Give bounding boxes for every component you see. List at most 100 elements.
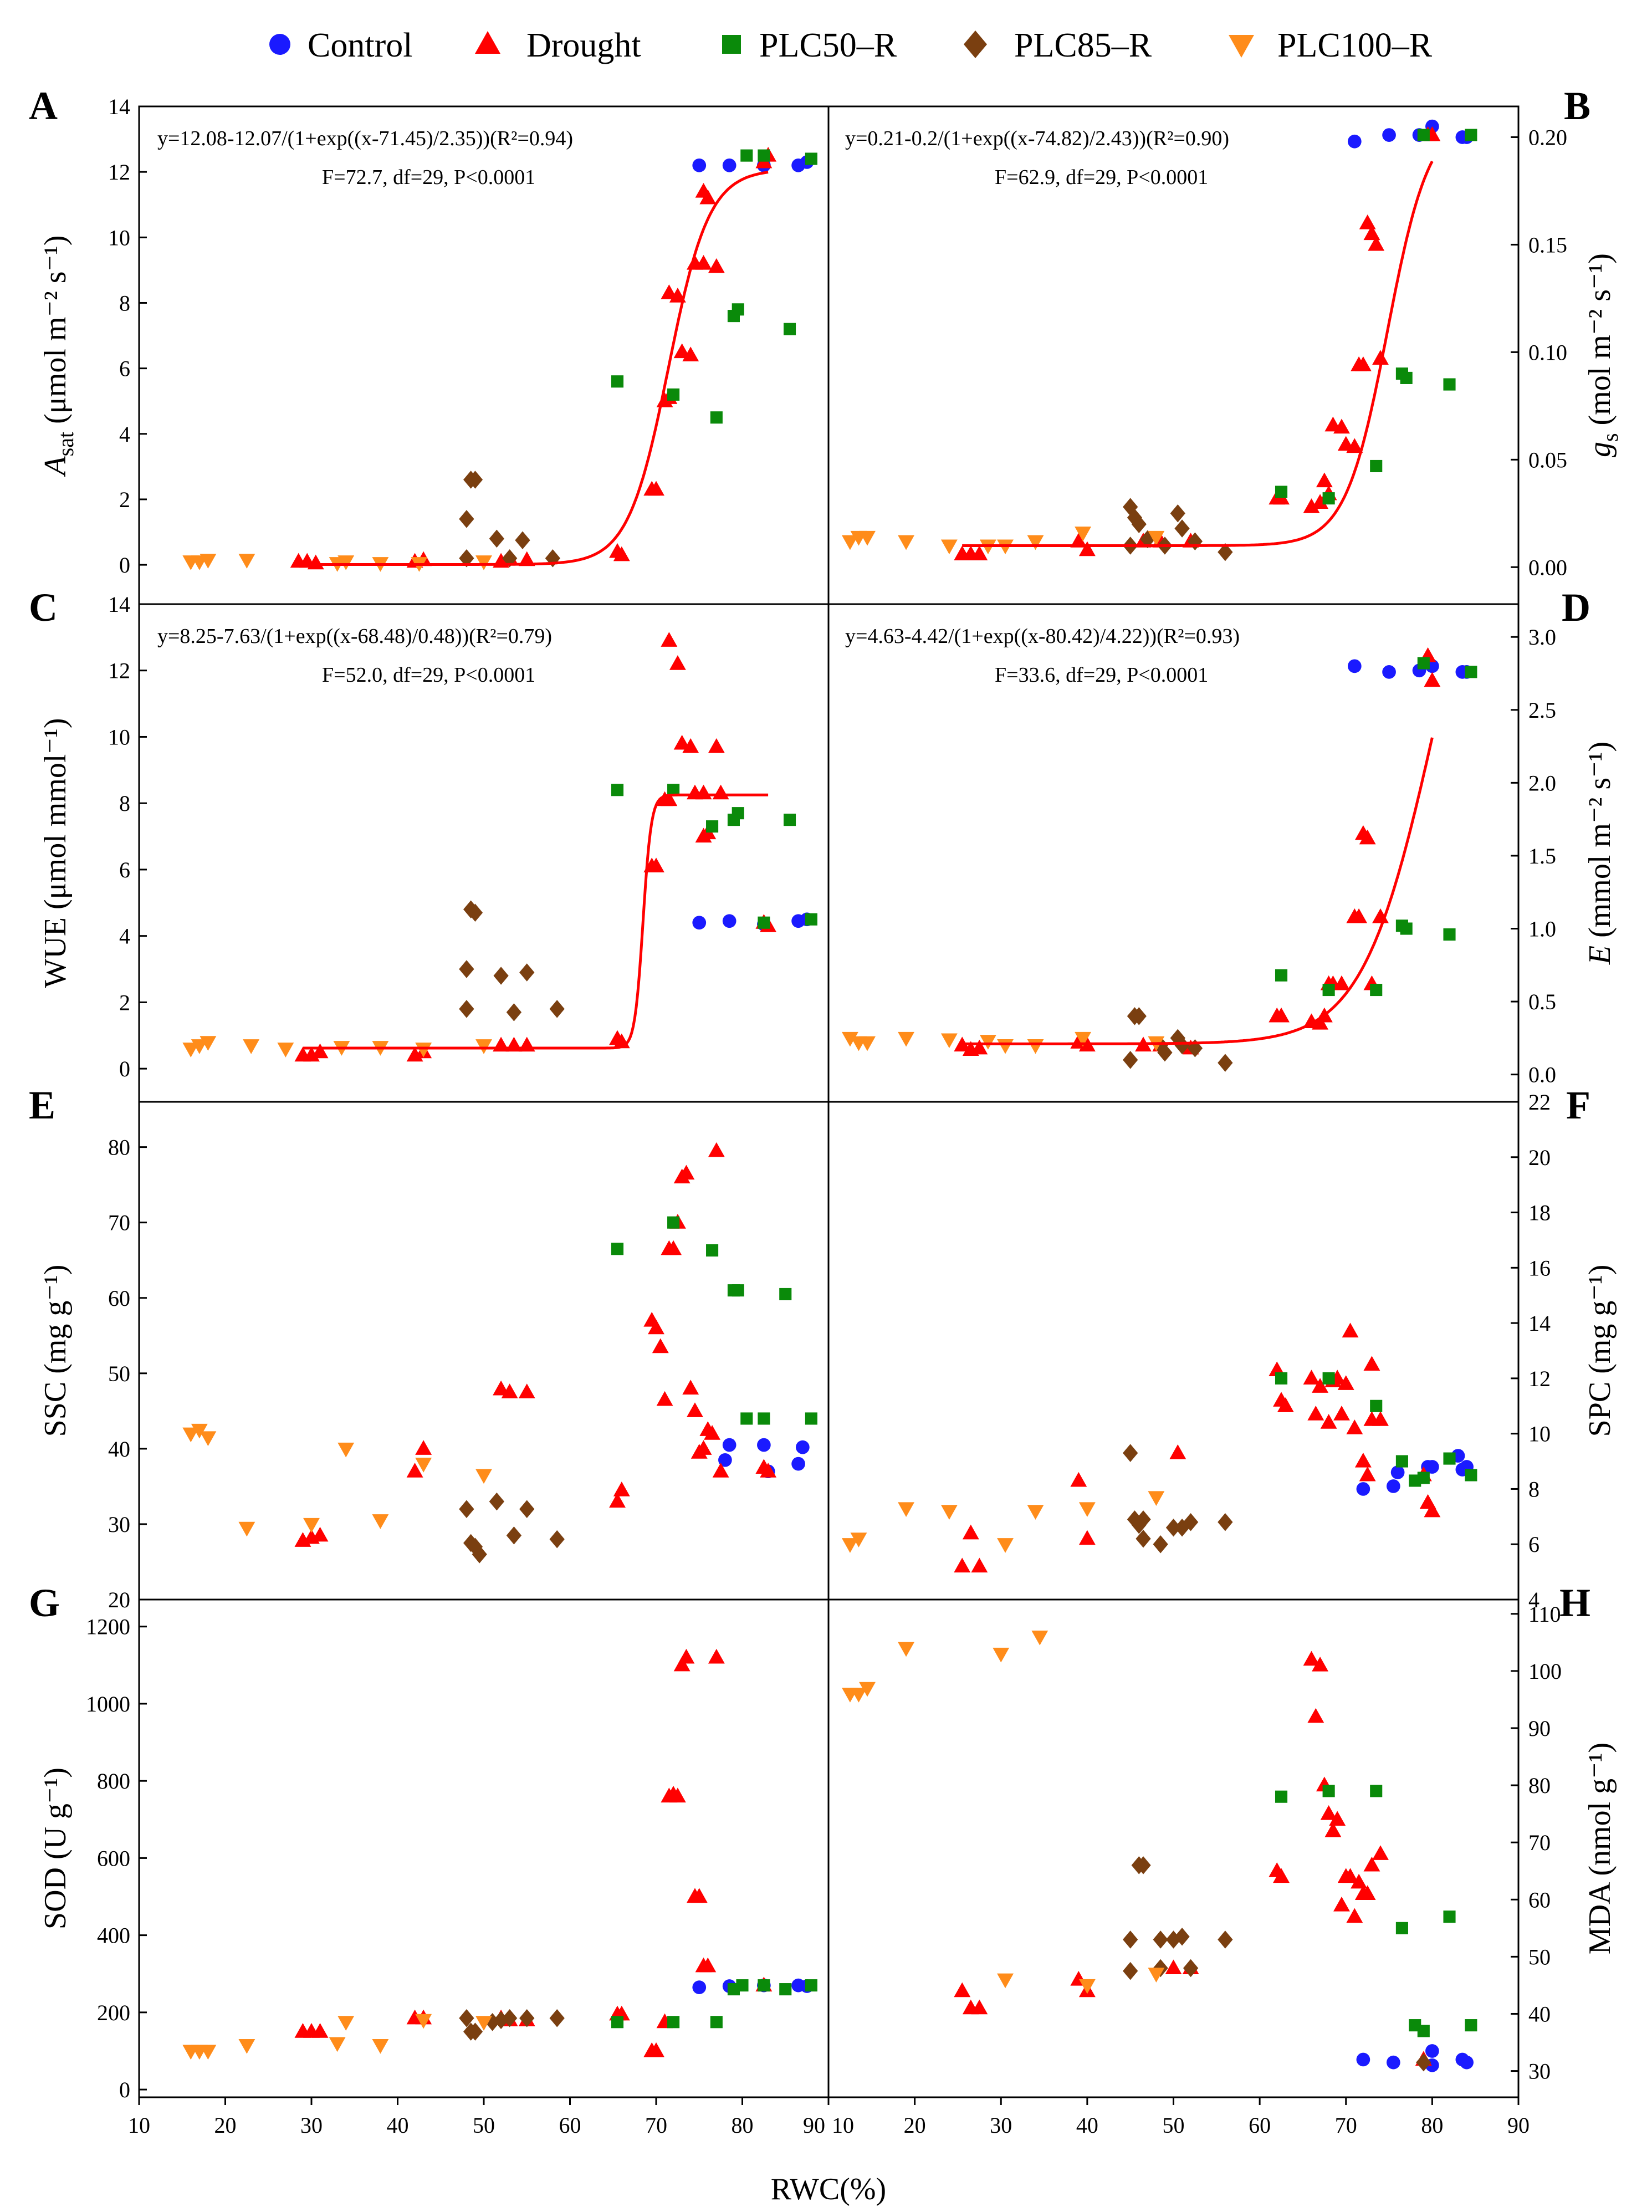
y-tick-label: 60 — [1528, 1887, 1551, 1912]
point-plc100 — [329, 2037, 346, 2052]
y-tick-label: 22 — [1528, 1090, 1551, 1115]
point-drought — [760, 1463, 777, 1478]
legend-marker-plc50 — [722, 35, 741, 54]
y-axis-title-sub: sat — [53, 432, 78, 456]
point-plc85 — [1136, 1529, 1151, 1548]
point-plc50 — [611, 2016, 624, 2029]
point-plc85 — [515, 531, 530, 550]
fit-equation-C: y=8.25-7.63/(1+exp((x-68.48)/0.48))(R²=0… — [157, 625, 552, 648]
panel-label-C: C — [29, 585, 58, 630]
point-drought — [648, 481, 664, 496]
point-drought — [613, 1482, 630, 1496]
point-drought — [971, 1999, 988, 2015]
point-plc100 — [898, 1642, 915, 1657]
point-plc50 — [758, 916, 770, 929]
x-tick-label: 60 — [559, 2113, 581, 2138]
point-drought — [954, 1982, 971, 1998]
point-plc50 — [805, 152, 817, 165]
point-drought — [1342, 1868, 1359, 1883]
point-plc100 — [841, 1031, 858, 1047]
point-drought — [682, 1380, 699, 1395]
fit-stats-A: F=72.7, df=29, P<0.0001 — [322, 166, 535, 189]
point-plc100 — [841, 535, 858, 550]
point-plc85 — [472, 1545, 487, 1564]
y-tick-label: 4 — [119, 924, 130, 949]
y-tick-label: 10 — [108, 225, 130, 250]
point-control — [791, 1457, 805, 1471]
series-plc100 — [841, 1630, 1165, 1994]
point-control — [1425, 1460, 1439, 1474]
legend-item-plc100: PLC100–R — [1229, 27, 1433, 64]
point-drought — [661, 791, 678, 806]
y-tick-label: 70 — [1528, 1830, 1551, 1855]
point-plc50 — [1275, 1790, 1288, 1803]
point-plc50 — [783, 814, 796, 826]
point-drought — [1303, 498, 1320, 513]
legend-marker-plc100 — [1229, 35, 1254, 58]
point-plc50 — [1443, 1452, 1456, 1465]
point-plc100 — [993, 1647, 1010, 1663]
point-plc85 — [1123, 1444, 1138, 1462]
point-drought — [311, 1043, 329, 1059]
point-drought — [613, 546, 630, 561]
point-plc100 — [859, 1682, 876, 1697]
point-plc85 — [467, 903, 483, 922]
series-plc85 — [1123, 1444, 1233, 1554]
panel-G: 0 200 400 600 800 1000 1200 SOD (U g⁻¹) G — [29, 1581, 830, 2102]
panel-label-H: H — [1559, 1581, 1590, 1625]
y-tick-label: 200 — [97, 2000, 130, 2025]
point-drought — [1316, 472, 1333, 488]
point-plc85 — [1157, 1043, 1173, 1062]
y-tick-label: 2 — [119, 990, 130, 1015]
y-axis-title-C: WUE (μmol mmol⁻¹) — [38, 718, 73, 988]
point-plc100 — [200, 554, 217, 569]
point-control — [1425, 2044, 1439, 2058]
point-drought — [1273, 1868, 1290, 1883]
point-plc85 — [1131, 1007, 1147, 1025]
point-drought — [1333, 975, 1350, 990]
y-tick-label: 100 — [1528, 1659, 1562, 1684]
series-plc100 — [841, 1491, 1165, 1553]
legend-marker-plc85 — [964, 30, 987, 58]
point-plc50 — [758, 1412, 770, 1425]
point-drought — [669, 1787, 686, 1803]
point-plc50 — [732, 303, 744, 316]
point-plc100 — [475, 1469, 492, 1484]
point-plc100 — [940, 1505, 958, 1520]
x-tick-label: 40 — [387, 2113, 409, 2138]
point-plc100 — [238, 2039, 255, 2054]
y-tick-label: 20 — [108, 1587, 130, 1612]
point-drought — [673, 343, 691, 359]
y-tick-label: 110 — [1528, 1602, 1561, 1627]
fit-equation-D: y=4.63-4.42/(1+exp((x-80.42)/4.22))(R²=0… — [845, 625, 1240, 648]
series-plc85 — [459, 900, 565, 1021]
legend-item-control: Control — [269, 27, 412, 64]
y-tick-label: 80 — [1528, 1773, 1551, 1798]
point-plc100 — [415, 2014, 432, 2029]
point-plc100 — [337, 1442, 355, 1458]
series-plc100 — [182, 1423, 492, 1537]
series-plc50 — [1275, 1785, 1477, 2037]
x-tick-label: 30 — [300, 2113, 323, 2138]
point-plc100 — [1078, 1979, 1096, 1994]
panel-D: 0.0 0.5 1.0 1.5 2.0 2.5 3.0 E (mmol m⁻² s⁻¹) Dy=… — [827, 585, 1617, 1103]
point-plc50 — [611, 1243, 624, 1255]
point-control — [757, 1438, 771, 1452]
point-plc50 — [1443, 1910, 1456, 1923]
y-tick-label: 12 — [108, 160, 130, 185]
y-tick-label: 1.5 — [1528, 844, 1556, 869]
point-drought — [1070, 1472, 1087, 1487]
point-plc100 — [415, 1458, 432, 1473]
point-control — [692, 158, 707, 172]
point-plc50 — [805, 1979, 817, 1992]
point-plc100 — [1148, 1491, 1165, 1506]
legend-item-drought: Drought — [475, 27, 641, 64]
point-control — [1390, 1465, 1405, 1479]
point-plc50 — [805, 1412, 817, 1425]
y-tick-label: 50 — [108, 1361, 130, 1386]
panel-label-E: E — [29, 1083, 55, 1127]
point-drought — [1320, 1805, 1337, 1820]
point-drought — [1303, 1651, 1320, 1666]
point-plc50 — [779, 1288, 792, 1301]
point-plc50 — [1322, 1785, 1335, 1797]
